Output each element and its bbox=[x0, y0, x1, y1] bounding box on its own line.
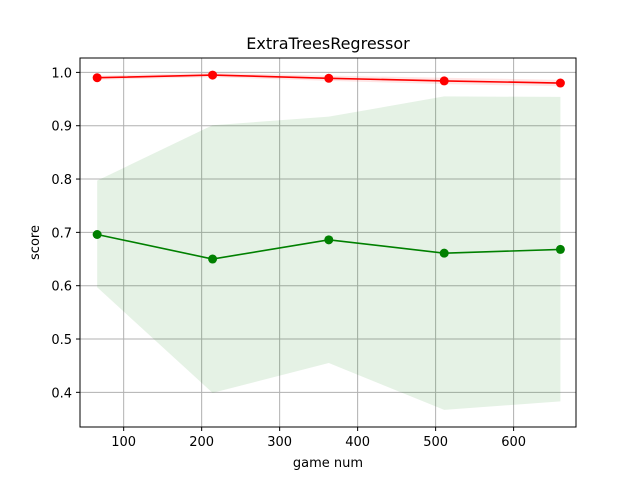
series-1-point bbox=[439, 248, 449, 258]
x-tick-label: 600 bbox=[501, 435, 526, 450]
plot-frame bbox=[79, 57, 577, 428]
y-tick-label: 0.8 bbox=[51, 173, 72, 188]
axis-ticks: 100 200 300 400 500 600 0.4 0.5 0.6 0.7 0.8 0.9 1.0 bbox=[51, 66, 526, 450]
y-tick-label: 0.4 bbox=[51, 386, 72, 401]
series-1-point bbox=[555, 244, 565, 254]
y-tick-label: 0.5 bbox=[51, 333, 72, 348]
x-tick-label: 300 bbox=[267, 435, 292, 450]
y-tick-label: 0.9 bbox=[51, 120, 72, 135]
x-tick-label: 100 bbox=[111, 435, 136, 450]
series-1-point bbox=[92, 230, 102, 240]
x-tick-label: 400 bbox=[345, 435, 370, 450]
y-tick-label: 0.6 bbox=[51, 280, 72, 295]
series-markers bbox=[92, 70, 565, 264]
series-1-point bbox=[324, 235, 334, 245]
grid bbox=[80, 58, 576, 427]
chart-title: ExtraTreesRegressor bbox=[246, 34, 410, 53]
series-0-point bbox=[439, 76, 449, 86]
series-0-point bbox=[208, 70, 218, 80]
series-1-point bbox=[208, 254, 218, 264]
series-0-point bbox=[92, 73, 102, 83]
x-tick-label: 500 bbox=[423, 435, 448, 450]
y-tick-label: 0.7 bbox=[51, 226, 72, 241]
series-1-band bbox=[97, 96, 561, 410]
series-0-point bbox=[324, 73, 334, 83]
y-tick-label: 1.0 bbox=[51, 66, 72, 81]
x-tick-label: 200 bbox=[189, 435, 214, 450]
series-0-point bbox=[555, 78, 565, 88]
y-axis-label: score bbox=[28, 225, 43, 260]
x-axis-label: game num bbox=[293, 456, 363, 471]
